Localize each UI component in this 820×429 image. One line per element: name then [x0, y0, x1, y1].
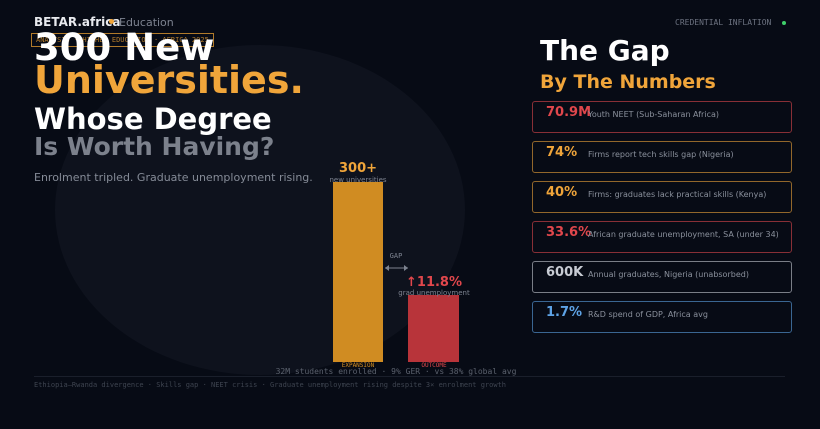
subtitle: Enrolment tripled. Graduate unemployment… [34, 171, 313, 184]
stat-value: 40% [546, 185, 578, 200]
right-value: ↑11.8% [406, 275, 462, 290]
gap-arrow [385, 265, 408, 271]
panel-title: The Gap [540, 34, 670, 67]
divider [34, 376, 785, 377]
stat-card: 600K Annual graduates, Nigeria (unabsorbe… [532, 261, 792, 293]
stat-card: 33.6% African graduate unemployment, SA (… [532, 221, 792, 253]
tag: CREDENTIAL INFLATION [675, 18, 772, 27]
footer: Ethiopia–Rwanda divergence · Skills gap … [34, 381, 507, 389]
stat-label: Youth NEET (Sub-Saharan Africa) [588, 110, 719, 119]
expansion-bar [333, 182, 383, 362]
stat-label: African graduate unemployment, SA (under… [588, 230, 779, 239]
gap-label: GAP [389, 252, 403, 260]
stat-card: 1.7% R&D spend of GDP, Africa avg [532, 301, 792, 333]
outcome-bar [408, 295, 459, 362]
stat-card: 40% Firms: graduates lack practical skill… [532, 181, 792, 213]
stat-value: 1.7% [546, 305, 583, 320]
stat-label: R&D spend of GDP, Africa avg [588, 310, 708, 319]
footnote: 32M students enrolled · 9% GER · vs 38% … [275, 367, 517, 376]
stat-label: Firms: graduates lack practical skills (… [588, 190, 767, 199]
right-label: OUTCOME [421, 362, 447, 369]
stat-value: 74% [546, 145, 578, 160]
stat-value: 70.9M [546, 105, 592, 120]
stat-value: 600K [546, 265, 584, 280]
headline-4: Is Worth Having? [34, 132, 275, 161]
headline-2: Universities. [34, 58, 304, 102]
section: Education [119, 16, 174, 29]
left-caption: new universities [329, 176, 387, 184]
right-caption: grad unemployment [398, 289, 470, 297]
stat-card: 70.9M Youth NEET (Sub-Saharan Africa) [532, 101, 792, 133]
stat-value: 33.6% [546, 225, 592, 240]
brand: BETAR.africa [34, 15, 121, 29]
stat-label: Firms report tech skills gap (Nigeria) [588, 150, 734, 159]
live-dot [782, 21, 786, 25]
glow [55, 45, 465, 375]
kicker: ANALYSIS · HIGHER EDUCATION · AFRICA 202… [31, 33, 214, 47]
stat-card: 74% Firms report tech skills gap (Nigeria… [532, 141, 792, 173]
dot [109, 19, 114, 24]
headline-1: 300 New [34, 26, 215, 69]
left-label: EXPANSION [341, 362, 375, 369]
panel-subtitle: By The Numbers [540, 71, 716, 93]
left-value: 300+ [338, 161, 378, 176]
headline-3: Whose Degree [34, 102, 272, 136]
stat-label: Annual graduates, Nigeria (unabsorbed) [588, 270, 749, 279]
